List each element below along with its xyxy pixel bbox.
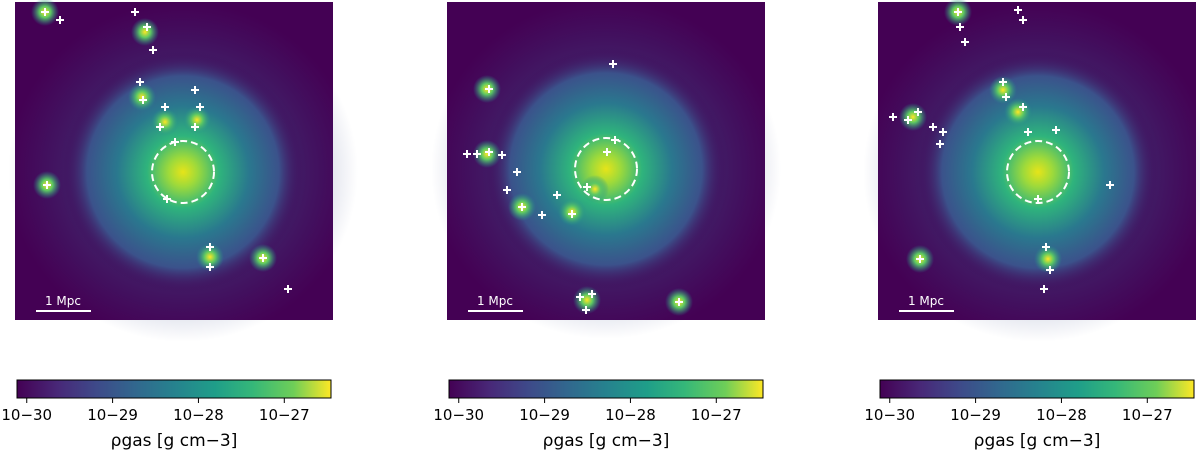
subhalo-marker — [583, 183, 591, 191]
subhalo-marker — [914, 108, 922, 116]
gas-halo — [63, 52, 303, 292]
subhalo-marker — [191, 86, 199, 94]
subhalo-marker — [1024, 128, 1032, 136]
subhalo-marker — [1002, 93, 1010, 101]
subhalo-marker — [191, 123, 199, 131]
colorbar-tick-label: 10−30 — [433, 406, 484, 424]
gas-clump — [1004, 98, 1032, 126]
colorbar-tick-label: 10−29 — [519, 406, 570, 424]
scale-bar-label: 1 Mpc — [908, 294, 944, 308]
subhalo-marker — [603, 148, 611, 156]
subhalo-marker — [538, 211, 546, 219]
gas-clump — [183, 106, 211, 134]
subhalo-marker — [916, 255, 924, 263]
subhalo-marker — [56, 16, 64, 24]
density-map: 1 Mpc — [431, 0, 781, 339]
colorbar-label: ρgas [g cm−3] — [974, 431, 1101, 451]
subhalo-marker — [163, 195, 171, 203]
subhalo-marker — [999, 78, 1007, 86]
subhalo-marker — [553, 191, 561, 199]
subhalo-marker — [206, 243, 214, 251]
colorbar-tick-label: 10−27 — [1122, 406, 1173, 424]
subhalo-marker — [1052, 126, 1060, 134]
subhalo-marker — [568, 210, 576, 218]
colorbar-tick-label: 10−27 — [259, 406, 310, 424]
subhalo-marker — [513, 168, 521, 176]
subhalo-marker — [576, 293, 584, 301]
colorbar — [448, 379, 764, 399]
subhalo-marker — [1106, 181, 1114, 189]
subhalo-marker — [611, 136, 619, 144]
gas-halo — [918, 52, 1158, 292]
subhalo-marker — [1046, 266, 1054, 274]
subhalo-marker — [473, 150, 481, 158]
subhalo-marker — [588, 290, 596, 298]
subhalo-marker — [498, 151, 506, 159]
subhalo-marker — [961, 38, 969, 46]
subhalo-marker — [956, 23, 964, 31]
subhalo-marker — [1034, 195, 1042, 203]
colorbar-label: ρgas [g cm−3] — [543, 431, 670, 451]
virial-radius — [151, 140, 215, 204]
subhalo-marker — [609, 60, 617, 68]
colorbar-tick-label: 10−28 — [605, 406, 656, 424]
subhalo-marker — [156, 123, 164, 131]
subhalo-marker — [171, 138, 179, 146]
colorbar — [879, 379, 1195, 399]
colorbar-tick-label: 10−30 — [864, 406, 915, 424]
subhalo-marker — [485, 85, 493, 93]
subhalo-marker — [43, 181, 51, 189]
subhalo-marker — [889, 113, 897, 121]
gas-halo — [486, 49, 726, 289]
colorbar-tick-label: 10−29 — [950, 406, 1001, 424]
subhalo-marker — [284, 285, 292, 293]
gas-clump — [131, 18, 159, 46]
subhalo-marker — [1040, 285, 1048, 293]
colorbar-tick-label: 10−28 — [1036, 406, 1087, 424]
subhalo-marker — [41, 8, 49, 16]
density-map: 1 Mpc — [863, 0, 1200, 342]
scale-bar-label: 1 Mpc — [45, 294, 81, 308]
subhalo-marker — [161, 103, 169, 111]
subhalo-marker — [954, 8, 962, 16]
colorbar-tick-label: 10−28 — [173, 406, 224, 424]
subhalo-marker — [1019, 103, 1027, 111]
subhalo-marker — [196, 103, 204, 111]
gas-clump — [151, 108, 179, 136]
subhalo-marker — [582, 306, 590, 314]
colorbar-tick-label: 10−29 — [87, 406, 138, 424]
subhalo-marker — [149, 46, 157, 54]
colorbar-label: ρgas [g cm−3] — [111, 431, 238, 451]
subhalo-marker — [463, 150, 471, 158]
subhalo-marker — [139, 96, 147, 104]
subhalo-marker — [675, 298, 683, 306]
subhalo-marker — [518, 203, 526, 211]
subhalo-marker — [936, 140, 944, 148]
colorbar — [16, 379, 332, 399]
subhalo-marker — [904, 116, 912, 124]
scale-bar-label: 1 Mpc — [477, 294, 513, 308]
subhalo-marker — [1042, 243, 1050, 251]
subhalo-marker — [939, 128, 947, 136]
subhalo-marker — [143, 23, 151, 31]
subhalo-marker — [131, 8, 139, 16]
gas-clump — [1034, 245, 1062, 273]
subhalo-marker — [136, 78, 144, 86]
subhalo-marker — [503, 186, 511, 194]
gas-clump — [196, 243, 224, 271]
subhalo-marker — [206, 263, 214, 271]
colorbar-tick-label: 10−30 — [1, 406, 52, 424]
subhalo-marker — [259, 254, 267, 262]
density-map: 1 Mpc — [8, 0, 358, 342]
colorbar-tick-label: 10−27 — [691, 406, 742, 424]
virial-radius — [574, 137, 638, 201]
subhalo-marker — [1019, 16, 1027, 24]
subhalo-marker — [485, 148, 493, 156]
gas-clump — [899, 103, 927, 131]
subhalo-marker — [929, 123, 937, 131]
gas-clump — [581, 175, 609, 203]
gas-clump — [473, 140, 501, 168]
subhalo-marker — [1014, 6, 1022, 14]
